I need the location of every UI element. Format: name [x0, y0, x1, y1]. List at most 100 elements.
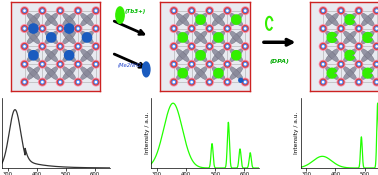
Text: (Tb3+): (Tb3+) — [125, 9, 146, 14]
Circle shape — [42, 10, 43, 11]
Circle shape — [40, 8, 45, 13]
Circle shape — [242, 61, 249, 68]
Circle shape — [375, 63, 378, 66]
Circle shape — [319, 61, 327, 68]
Ellipse shape — [230, 66, 243, 80]
Circle shape — [224, 78, 231, 86]
Circle shape — [93, 79, 99, 85]
Circle shape — [206, 7, 213, 14]
Circle shape — [245, 28, 246, 29]
Ellipse shape — [230, 66, 243, 80]
Ellipse shape — [212, 66, 225, 80]
Circle shape — [94, 27, 98, 30]
Ellipse shape — [62, 49, 76, 62]
Circle shape — [242, 25, 249, 32]
Ellipse shape — [230, 49, 243, 62]
Circle shape — [22, 61, 27, 67]
Circle shape — [40, 61, 45, 67]
Circle shape — [170, 7, 178, 14]
Ellipse shape — [325, 49, 339, 62]
Polygon shape — [345, 15, 355, 24]
Circle shape — [355, 61, 363, 68]
Circle shape — [320, 8, 326, 13]
Circle shape — [191, 28, 192, 29]
Circle shape — [322, 46, 324, 47]
Circle shape — [94, 9, 98, 12]
Ellipse shape — [176, 13, 189, 26]
Circle shape — [57, 79, 63, 85]
Text: (DPA): (DPA) — [270, 59, 290, 64]
Circle shape — [21, 25, 28, 32]
Ellipse shape — [361, 66, 374, 80]
Circle shape — [355, 43, 363, 50]
Circle shape — [339, 63, 342, 66]
Ellipse shape — [45, 66, 58, 80]
Ellipse shape — [343, 66, 356, 80]
Ellipse shape — [27, 13, 40, 26]
Ellipse shape — [212, 13, 225, 26]
Circle shape — [356, 8, 362, 13]
Circle shape — [23, 9, 26, 12]
Circle shape — [322, 81, 324, 83]
Circle shape — [56, 78, 64, 86]
Circle shape — [40, 79, 45, 85]
Ellipse shape — [212, 49, 225, 62]
Ellipse shape — [361, 31, 374, 44]
Ellipse shape — [62, 31, 76, 44]
Circle shape — [243, 27, 247, 30]
Circle shape — [357, 63, 361, 66]
Circle shape — [41, 63, 44, 66]
Circle shape — [340, 10, 342, 11]
Ellipse shape — [81, 66, 94, 80]
Circle shape — [373, 7, 378, 14]
Ellipse shape — [361, 13, 374, 26]
Ellipse shape — [361, 49, 374, 62]
Circle shape — [42, 64, 43, 65]
Circle shape — [170, 43, 178, 50]
Circle shape — [338, 8, 344, 13]
Ellipse shape — [325, 13, 339, 26]
Circle shape — [226, 27, 229, 30]
Circle shape — [190, 27, 193, 30]
Circle shape — [76, 27, 80, 30]
Ellipse shape — [194, 31, 207, 44]
Ellipse shape — [45, 49, 58, 62]
Circle shape — [77, 28, 79, 29]
Circle shape — [375, 80, 378, 84]
Circle shape — [65, 24, 74, 33]
Circle shape — [226, 63, 229, 66]
Circle shape — [173, 64, 175, 65]
Circle shape — [56, 25, 64, 32]
Circle shape — [170, 25, 178, 32]
Ellipse shape — [325, 49, 339, 62]
Circle shape — [214, 33, 223, 42]
Circle shape — [243, 9, 247, 12]
Circle shape — [190, 45, 193, 48]
Circle shape — [59, 9, 62, 12]
Circle shape — [225, 26, 230, 31]
Circle shape — [76, 9, 80, 12]
Circle shape — [226, 45, 229, 48]
Circle shape — [93, 61, 99, 67]
Circle shape — [357, 27, 361, 30]
Circle shape — [375, 45, 378, 48]
Circle shape — [23, 80, 26, 84]
Circle shape — [320, 26, 326, 31]
Circle shape — [242, 8, 248, 13]
Circle shape — [23, 27, 26, 30]
Circle shape — [374, 61, 378, 67]
Circle shape — [95, 46, 96, 47]
Ellipse shape — [45, 31, 58, 44]
Circle shape — [60, 64, 61, 65]
Circle shape — [358, 46, 359, 47]
Polygon shape — [345, 50, 355, 60]
Circle shape — [357, 9, 361, 12]
Circle shape — [208, 45, 211, 48]
Circle shape — [206, 43, 213, 50]
Circle shape — [339, 80, 342, 84]
Ellipse shape — [176, 13, 189, 26]
Circle shape — [75, 61, 81, 67]
Circle shape — [42, 46, 43, 47]
Circle shape — [95, 81, 96, 83]
Circle shape — [208, 9, 211, 12]
